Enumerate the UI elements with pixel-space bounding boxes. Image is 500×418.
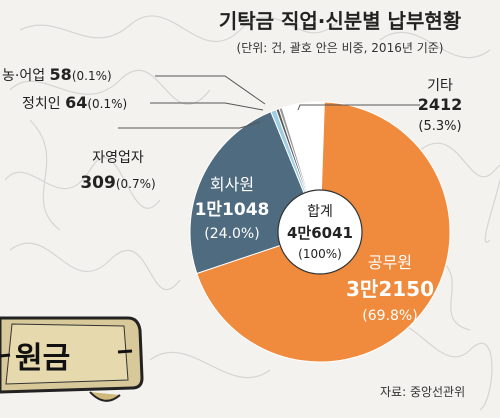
label-company-name: 회사원 <box>210 175 254 194</box>
label-selfemployed-pct: (0.7%) <box>116 177 156 191</box>
label-civilservant-name: 공무원 <box>368 253 412 272</box>
label-civilservant-value: 3만2150 <box>346 277 434 301</box>
svg-text:309(0.7%): 309(0.7%) <box>80 173 155 193</box>
label-selfemployed-name: 자영업자 <box>92 150 144 166</box>
label-politician-name: 정치인 <box>22 96 61 112</box>
leader-line-nongeo <box>155 75 266 105</box>
label-other-value: 2412 <box>418 95 463 114</box>
leader-line-politician <box>150 102 264 111</box>
label-selfemployed-value: 309 <box>80 173 116 193</box>
center-pct: (100%) <box>298 247 342 261</box>
center-label: 합계 <box>307 204 333 220</box>
label-nongeo-name: 농·어업 <box>2 68 45 84</box>
label-politician-pct: (0.1%) <box>87 97 127 111</box>
label-company-value: 1만1048 <box>195 200 270 220</box>
label-selfemployed: 자영업자 309(0.7%) <box>80 150 155 193</box>
label-nongeo-value: 58 <box>50 65 72 84</box>
sign-text: 원금 <box>15 341 70 376</box>
leader-line-selfemployed <box>118 121 261 129</box>
label-politician-value: 64 <box>65 93 87 112</box>
chart-subtitle: (단위: 건, 괄호 안은 비중, 2016년 기준) <box>237 41 444 55</box>
source-note: 자료: 중앙선관위 <box>380 385 465 399</box>
svg-text:정치인 64(0.1%): 정치인 64(0.1%) <box>22 93 127 112</box>
label-company-pct: (24.0%) <box>204 226 259 242</box>
label-other-name: 기타 <box>427 78 453 94</box>
chart-title: 기탁금 직업·신분별 납부현황 <box>219 9 462 33</box>
label-civilservant: 공무원 3만2150 (69.8%) <box>346 253 434 324</box>
label-other-pct: (5.3%) <box>418 119 461 134</box>
leader-line-other <box>297 104 420 111</box>
label-other: 기타 2412 (5.3%) <box>418 78 463 134</box>
center-value: 4만6041 <box>287 224 353 242</box>
label-company: 회사원 1만1048 (24.0%) <box>195 175 270 242</box>
leader-lines <box>118 75 420 129</box>
label-nongeo: 농·어업 58(0.1%) <box>2 65 112 84</box>
center-circle <box>277 189 363 275</box>
label-politician: 정치인 64(0.1%) <box>22 93 127 112</box>
label-nongeo-pct: (0.1%) <box>72 69 112 83</box>
money-sign-illustration: 원금 <box>0 316 144 402</box>
svg-text:농·어업 58(0.1%): 농·어업 58(0.1%) <box>2 65 112 84</box>
label-civilservant-pct: (69.8%) <box>362 308 417 324</box>
